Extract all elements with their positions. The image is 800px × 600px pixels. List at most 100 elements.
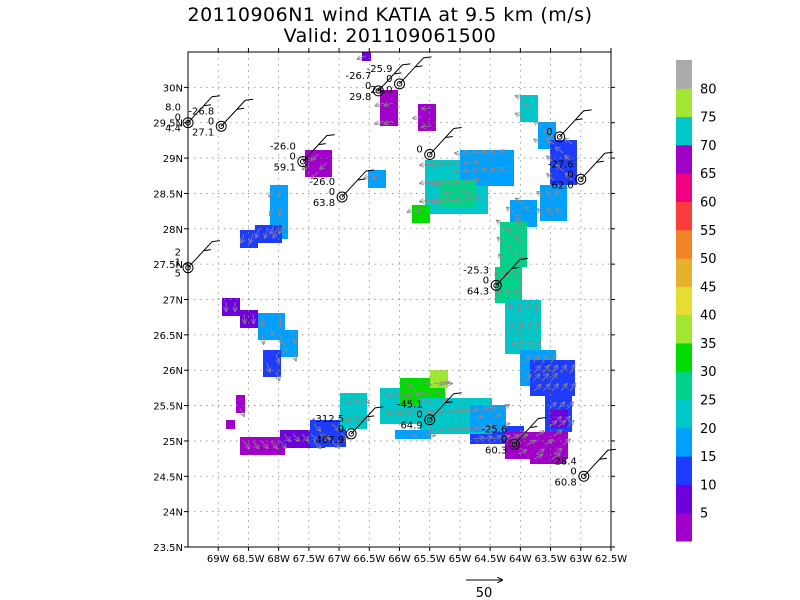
x-tick-label: 69W (207, 554, 230, 565)
x-tick-label: 62.5W (595, 554, 627, 565)
wind-vector (497, 221, 505, 227)
wind-cell (530, 378, 539, 387)
wind-vector (293, 351, 296, 361)
station-top-value: -27.6 (548, 159, 574, 170)
wind-cell (523, 441, 532, 450)
wind-cell (314, 150, 323, 159)
y-tick-label: 29.5N (153, 119, 183, 130)
wind-vector (556, 165, 564, 172)
wind-cell (443, 205, 452, 214)
wind-cell (545, 414, 554, 423)
wind-cell (557, 369, 566, 378)
wind-vector (499, 255, 505, 263)
wind-vector (507, 208, 515, 214)
wind-cell (270, 203, 279, 212)
wind-cell (558, 212, 567, 221)
wind-vector (265, 228, 268, 237)
colorbar-swatch (676, 484, 692, 514)
wind-cell (276, 446, 285, 455)
wind-cell (263, 350, 272, 359)
wind-vector (527, 304, 529, 314)
wind-cell (279, 221, 288, 230)
wind-cell (559, 167, 568, 176)
wind-cell (488, 405, 497, 414)
x-tick-label: 68W (267, 554, 290, 565)
wind-vector (517, 323, 522, 332)
wind-cell (276, 313, 285, 322)
wind-cell (279, 230, 288, 239)
station-top-value: -45.1 (397, 400, 423, 411)
wind-cell (557, 455, 566, 464)
wind-cell (557, 360, 566, 369)
wind-cell (523, 327, 532, 336)
wind-cell (280, 348, 289, 357)
wind-cell (389, 397, 398, 406)
wind-cell (240, 239, 249, 248)
wind-cell (421, 214, 430, 223)
chart-title: 20110906N1 wind KATIA at 9.5 km (m/s) (187, 4, 593, 26)
wind-vector (535, 341, 540, 350)
wind-cell (305, 159, 314, 168)
wind-vector (553, 417, 561, 424)
wind-vector (550, 355, 556, 364)
wind-cell (538, 122, 547, 131)
wind-cell (496, 168, 505, 177)
y-tick-label: 25.5N (153, 402, 183, 413)
wind-cell (550, 149, 559, 158)
wind-cell (529, 104, 538, 113)
wind-barb (399, 56, 432, 85)
wind-vector (566, 402, 573, 410)
wind-vector (553, 430, 561, 437)
station-bottom-value: 59.1 (274, 163, 296, 174)
wind-cell (240, 446, 249, 455)
wind-vector (569, 365, 575, 374)
wind-vector (343, 396, 350, 404)
wind-cell (547, 122, 556, 131)
wind-cell (528, 200, 537, 209)
wind-vector (473, 437, 483, 439)
x-tick-label: 63.5W (534, 554, 566, 565)
wind-cell (305, 168, 314, 177)
wind-vector (241, 233, 244, 243)
wind-cell (267, 322, 276, 331)
wind-vector (313, 423, 320, 431)
wind-cell (439, 370, 448, 379)
wind-cell (273, 225, 282, 234)
wind-cell (549, 194, 558, 203)
wind-vector (456, 163, 466, 164)
wind-vector (357, 56, 367, 59)
station-dot (581, 473, 587, 480)
wind-vector (422, 108, 432, 109)
wind-cell (456, 425, 465, 434)
wind-barb (513, 416, 547, 445)
wind-cell (549, 212, 558, 221)
wind-vector (252, 440, 258, 448)
wind-vector (482, 151, 492, 154)
wind-cell (418, 387, 427, 396)
wind-cell (505, 327, 514, 336)
wind-vector (340, 432, 348, 439)
wind-cell (518, 231, 527, 240)
wind-vector (432, 429, 442, 430)
wind-cell (520, 350, 529, 359)
wind-vector (482, 406, 492, 409)
wind-vector (541, 374, 548, 382)
wind-cell (519, 209, 528, 218)
wind-cell (487, 168, 496, 177)
colorbar-swatch (676, 342, 692, 372)
station-top-value: -25.9 (367, 64, 393, 75)
wind-cell (458, 180, 467, 189)
wind-vector (261, 440, 267, 448)
colorbar-label: 55 (700, 224, 717, 239)
wind-cell (389, 90, 398, 99)
wind-vector (464, 170, 474, 172)
wind-vector (477, 427, 487, 429)
wind-cell (434, 205, 443, 214)
station-dot (426, 151, 433, 158)
wind-cell (554, 396, 563, 405)
wind-cell (479, 205, 488, 214)
colorbar-label: 20 (700, 422, 717, 437)
wind-cell (380, 90, 389, 99)
colorbar-swatch (676, 258, 692, 287)
station-bottom-value: 4.4 (165, 124, 181, 135)
